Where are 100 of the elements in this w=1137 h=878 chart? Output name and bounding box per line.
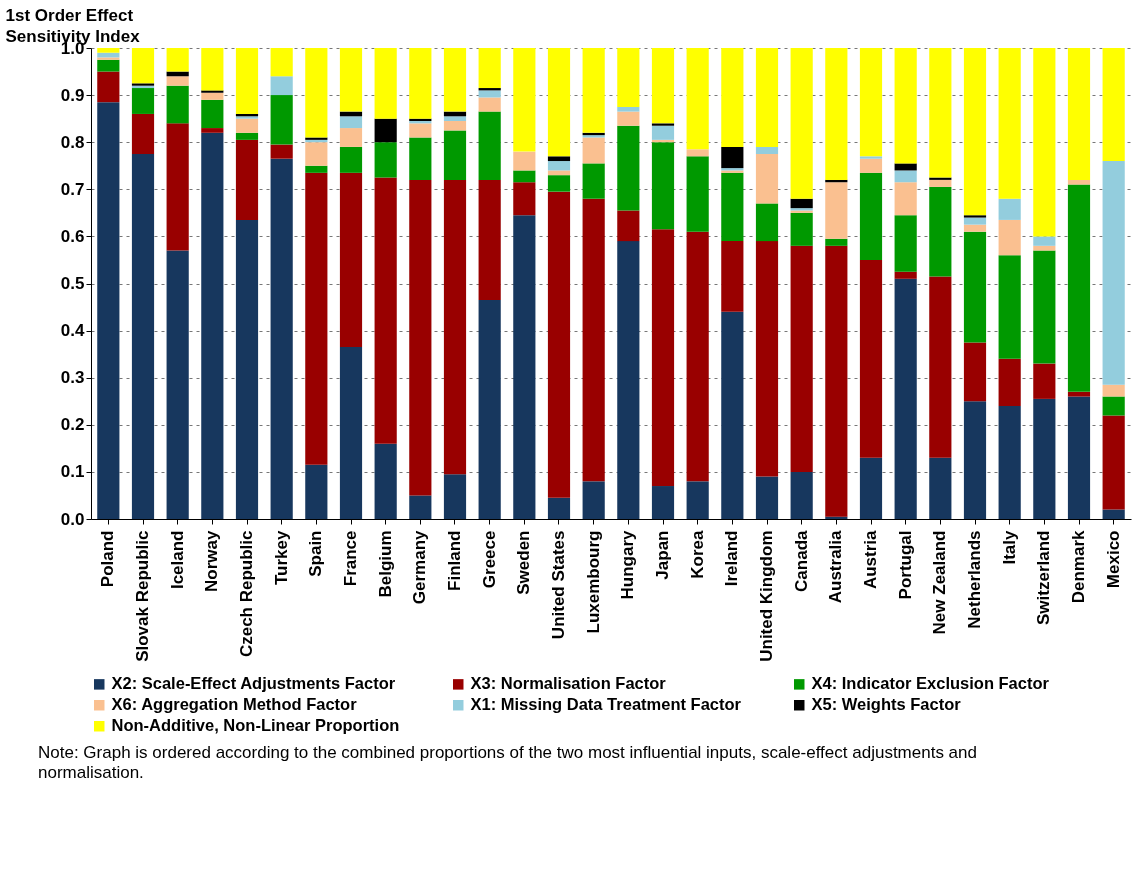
bar: [201, 132, 224, 519]
x-tick-label: Iceland: [167, 530, 187, 590]
bar: [235, 118, 259, 133]
bar: [894, 182, 917, 216]
x-tick-label: France: [341, 530, 360, 587]
bar: [1033, 48, 1056, 237]
bar: [963, 401, 987, 519]
x-tick-label: Netherlands: [965, 530, 984, 629]
bar: [929, 457, 952, 519]
bar: [1102, 509, 1125, 519]
bar: [339, 116, 363, 129]
bar: [617, 125, 640, 211]
bar: [513, 170, 536, 183]
bar: [651, 486, 675, 519]
legend-label: X6: Aggregation Method Factor: [111, 695, 358, 714]
x-tick-label: Greece: [479, 530, 499, 589]
bar: [374, 177, 397, 444]
x-tick-label: United Kingdom: [757, 530, 776, 662]
bar: [478, 179, 501, 300]
x-tick-label: Turkey: [271, 529, 291, 585]
bar: [790, 471, 813, 519]
bar: [894, 215, 917, 272]
bar: [929, 276, 952, 458]
bar: [998, 219, 1021, 256]
bar: [201, 48, 224, 91]
bar: [374, 142, 397, 178]
bar: [825, 245, 848, 517]
x-tick-label: Japan: [653, 530, 672, 580]
y-tick-label: 0.8: [60, 132, 85, 152]
bar: [825, 182, 848, 239]
bar: [721, 311, 744, 519]
x-tick-label: Norway: [202, 529, 222, 592]
x-tick-label: Hungary: [618, 529, 638, 600]
bar: [651, 123, 675, 126]
bar: [1067, 396, 1091, 519]
bar: [1067, 48, 1091, 180]
bar: [686, 149, 709, 157]
bar: [721, 48, 744, 147]
bar: [547, 175, 571, 192]
bar: [97, 48, 120, 53]
bar: [790, 48, 813, 199]
bar: [859, 156, 883, 159]
bar: [201, 99, 224, 129]
y-tick-label: 0.3: [60, 368, 85, 388]
y-tick-label: 0.5: [60, 274, 85, 293]
bar: [998, 48, 1021, 199]
bar: [1102, 396, 1125, 416]
bar: [963, 48, 987, 216]
x-tick-label: Belgium: [375, 530, 395, 598]
bar: [513, 182, 536, 216]
bar: [582, 137, 605, 164]
bar: [305, 165, 328, 173]
bar: [166, 76, 189, 86]
bar: [339, 128, 363, 147]
bar: [617, 241, 640, 519]
bar: [825, 238, 848, 246]
x-tick-label: Australia: [826, 529, 846, 604]
legend-label: X1: Missing Data Treatment Factor: [470, 695, 742, 714]
legend-label: X3: Normalisation Factor: [470, 674, 667, 693]
bar: [1067, 391, 1091, 397]
bar: [547, 170, 571, 176]
bar: [478, 111, 501, 180]
bar: [582, 481, 605, 519]
bar: [790, 212, 813, 246]
bar: [305, 48, 328, 138]
bar: [755, 203, 779, 242]
bar: [270, 95, 293, 145]
bar: [998, 198, 1021, 220]
bar: [1033, 363, 1056, 399]
bar: [374, 443, 397, 519]
bar: [963, 342, 987, 402]
bar: [755, 146, 779, 154]
bar: [998, 405, 1021, 519]
bar: [1033, 236, 1056, 246]
bar: [339, 347, 363, 519]
bar: [963, 217, 987, 225]
x-tick-label: Korea: [687, 529, 707, 579]
bar: [97, 59, 120, 72]
bar: [651, 142, 675, 230]
x-tick-label: Canada: [791, 529, 811, 592]
bar: [235, 132, 259, 140]
bar: [131, 88, 155, 114]
bar: [131, 48, 155, 84]
bar: [686, 481, 709, 519]
y-tick-label: 0.9: [60, 85, 85, 105]
bar: [547, 161, 571, 171]
bar: [409, 48, 432, 119]
bar: [859, 457, 883, 519]
bar: [998, 358, 1021, 406]
bar: [235, 219, 259, 519]
bar: [166, 48, 189, 72]
bar: [1102, 384, 1125, 397]
bar: [963, 224, 987, 232]
bar: [201, 92, 224, 100]
bar: [547, 191, 571, 498]
bar: [582, 48, 605, 133]
bar: [582, 163, 605, 199]
bar: [894, 170, 917, 183]
y-tick-label: 0.2: [60, 415, 85, 435]
bar: [617, 48, 640, 107]
